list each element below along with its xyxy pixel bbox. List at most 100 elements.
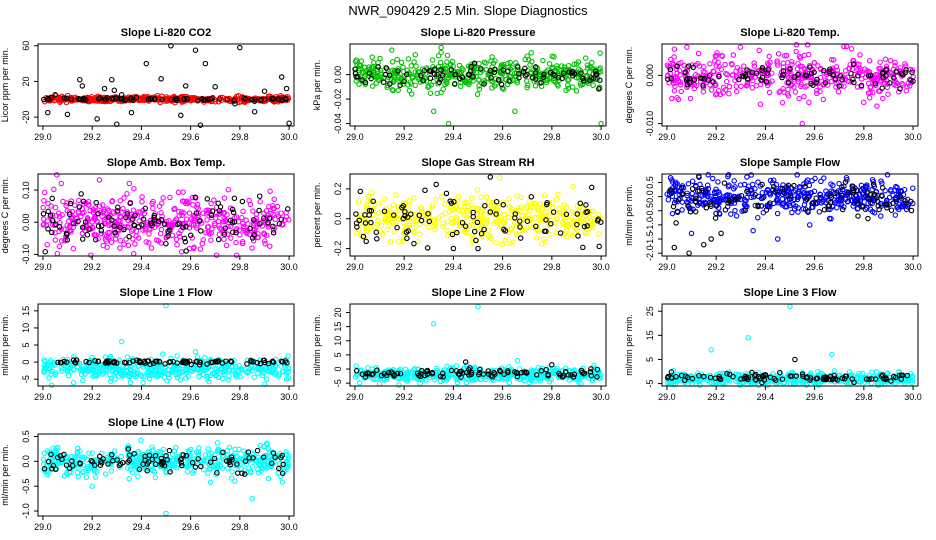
data-point [500, 86, 507, 92]
data-point [387, 239, 394, 245]
data-point [740, 63, 747, 69]
data-point [862, 74, 869, 80]
data-point [743, 73, 749, 79]
data-point [377, 55, 383, 62]
x-tick-label: 29.4 [757, 262, 775, 272]
data-point [865, 215, 871, 222]
data-point [245, 221, 251, 227]
data-point [879, 85, 885, 91]
data-point [560, 70, 567, 77]
data-point [575, 233, 581, 239]
data-point [878, 213, 884, 219]
data-point [374, 66, 381, 73]
data-point [104, 244, 110, 250]
data-point [547, 75, 553, 82]
data-point [117, 245, 123, 251]
data-point [239, 214, 245, 221]
data-point [845, 78, 852, 85]
x-tick-label: 29.2 [83, 392, 101, 402]
data-point [764, 60, 771, 67]
data-point [883, 63, 890, 70]
data-point [597, 50, 603, 56]
data-point [583, 202, 589, 208]
data-point [212, 84, 218, 90]
data-point [524, 53, 530, 59]
data-point [774, 210, 781, 217]
data-point [496, 175, 503, 181]
x-tick-label: 29.6 [182, 132, 200, 142]
x-tick-label: 30.0 [280, 262, 298, 272]
data-point [139, 194, 145, 200]
data-point [391, 228, 397, 235]
y-tick-label: 10 [333, 336, 343, 346]
data-point [530, 75, 536, 81]
data-point [492, 66, 498, 73]
data-point [79, 230, 86, 237]
data-point [860, 99, 867, 106]
data-point [363, 238, 369, 245]
data-point [78, 191, 84, 197]
data-point [395, 87, 401, 94]
data-point [121, 241, 127, 247]
data-point [528, 50, 534, 56]
data-point [810, 82, 816, 88]
data-point [131, 185, 137, 192]
data-point [219, 375, 226, 382]
data-point [716, 71, 722, 78]
data-point [432, 66, 438, 72]
data-point [369, 83, 376, 89]
data-point [892, 77, 898, 84]
data-point [689, 178, 696, 184]
data-point [598, 120, 604, 127]
data-point [814, 90, 820, 97]
y-tick-label: -0.02 [333, 89, 343, 110]
data-point [481, 81, 487, 87]
y-tick-label: -0.010 [645, 111, 655, 137]
data-point [427, 68, 434, 75]
data-point [899, 80, 905, 87]
data-point [811, 79, 817, 86]
data-point [125, 242, 132, 249]
data-point [726, 83, 733, 90]
data-point [197, 246, 204, 252]
data-point [202, 60, 209, 67]
x-tick-label: 29.2 [395, 132, 413, 142]
data-point [532, 64, 539, 70]
data-point [502, 237, 508, 244]
data-point [68, 198, 75, 204]
data-point [589, 59, 595, 66]
data-point [256, 207, 262, 214]
data-point [252, 96, 258, 103]
series-reference-pressure [352, 60, 603, 92]
data-point [909, 67, 916, 73]
data-point [882, 56, 889, 63]
data-point [390, 87, 396, 94]
data-point [499, 241, 505, 248]
data-point [759, 67, 765, 74]
data-point [148, 245, 155, 251]
data-point [216, 96, 223, 102]
data-point [596, 231, 602, 237]
data-point [522, 73, 529, 79]
data-point [485, 227, 492, 233]
data-point [733, 88, 740, 95]
data-point [77, 76, 83, 83]
panel-title-line2: Slope Line 2 Flow [432, 287, 525, 299]
y-axis-label-co2: Licor ppm per min. [0, 48, 10, 123]
data-point [237, 44, 243, 51]
data-point [421, 67, 428, 74]
panel-title-temp: Slope Li-820 Temp. [740, 27, 839, 39]
data-point [779, 74, 785, 81]
data-point [848, 46, 855, 52]
data-point [694, 82, 700, 89]
panel-title-box_temp: Slope Amb. Box Temp. [107, 157, 226, 169]
data-point [514, 79, 521, 86]
y-tick-label: 15 [333, 322, 343, 332]
data-point [233, 239, 239, 246]
data-point [709, 175, 716, 182]
panel-title-line3: Slope Line 3 Flow [744, 287, 837, 299]
data-point [797, 63, 803, 70]
series-reference-co2 [41, 43, 292, 128]
data-point [902, 61, 908, 67]
